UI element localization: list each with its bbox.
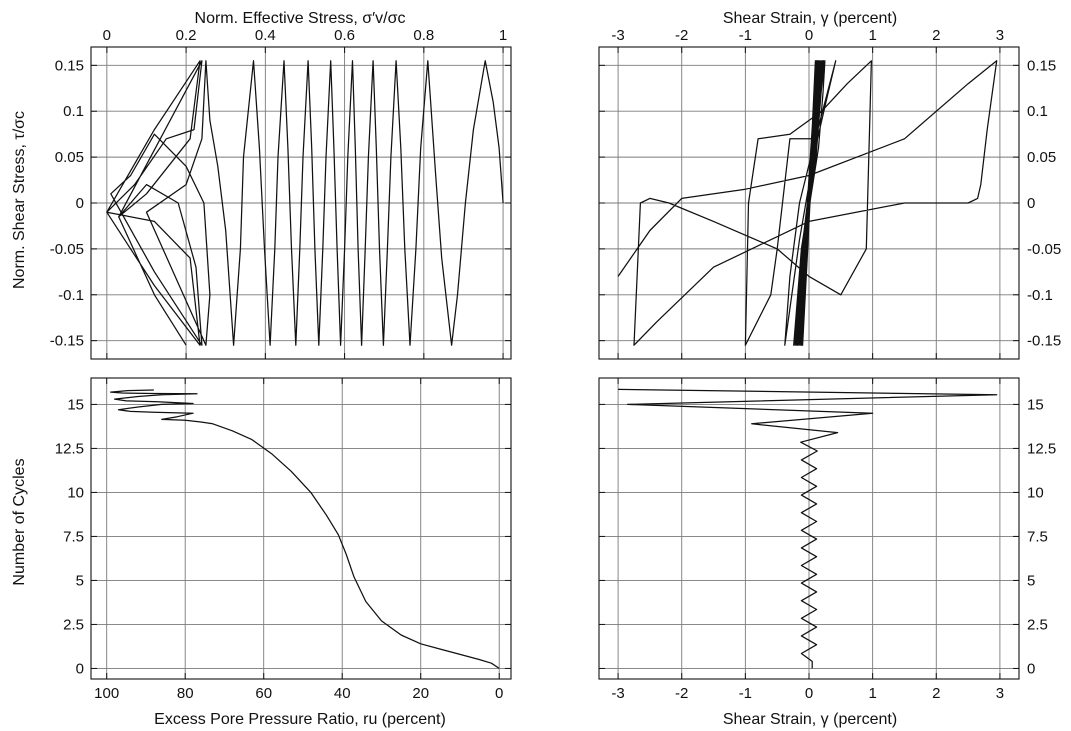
bottom-left-ylabel: Number of Cycles [11,458,28,585]
y-tick-label: -0.15 [1027,333,1061,350]
bottom-right-xlabel: Shear Strain, γ (percent) [723,711,897,728]
x-tick-label: 0 [495,685,503,702]
x-tick-label: 0.8 [413,27,434,44]
x-tick-label: -2 [675,27,688,44]
x-tick-label: 0 [103,27,111,44]
x-tick-label: 0.4 [255,27,276,44]
x-tick-label: 3 [996,685,1004,702]
y-tick-label: 15 [1027,396,1044,413]
x-tick-label: 0 [805,685,813,702]
x-tick-label: 2 [932,27,940,44]
series-line [106,60,504,346]
bottom-left-xlabel: Excess Pore Pressure Ratio, ru (percent) [154,711,446,728]
y-tick-label: 0 [76,660,84,677]
x-tick-label: 60 [255,685,272,702]
series-line [109,389,500,669]
y-tick-label: 15 [67,396,84,413]
y-tick-label: 12.5 [1027,440,1056,457]
y-tick-label: 0.05 [55,149,84,166]
series-line [617,60,998,346]
y-tick-label: 0.15 [1027,57,1056,74]
stress-strain-panel: -3 -2 -1 0 1 2 3 0.15 0.1 0.05 0 -0.05 -0.1 -0.15 [598,27,1061,360]
x-tick-label: 100 [94,685,119,702]
y-tick-label: 5 [1027,572,1035,589]
plot-frame [90,46,512,360]
y-tick-label: 0.1 [1027,103,1048,120]
y-tick-label: 0.05 [1027,149,1056,166]
y-tick-label: 10 [67,484,84,501]
x-tick-label: 1 [868,27,876,44]
x-tick-label: 1 [868,685,876,702]
y-tick-label: -0.1 [58,287,84,304]
x-tick-label: 0.6 [334,27,355,44]
y-tick-label: 0.15 [55,57,84,74]
y-tick-label: 0 [1027,195,1035,212]
x-tick-label: 3 [996,27,1004,44]
ru-vs-cycles-panel: 100 80 60 40 20 0 0 2.5 5 7.5 10 12.5 15 [55,377,512,702]
y-tick-label: -0.1 [1027,287,1053,304]
y-tick-label: 10 [1027,484,1044,501]
y-tick-label: -0.05 [1027,241,1061,258]
series-line [618,388,998,669]
strain-vs-cycles-panel: -3 -2 -1 0 1 2 3 15 12.5 10 7.5 5 2.5 0 [598,377,1056,702]
y-tick-label: 2.5 [63,616,84,633]
x-tick-label: 0 [805,27,813,44]
x-tick-label: 40 [334,685,351,702]
y-tick-label: 7.5 [63,528,84,545]
plot-frame [90,377,512,680]
y-tick-label: 0 [76,195,84,212]
x-tick-label: -3 [611,27,624,44]
x-tick-label: 2 [932,685,940,702]
x-tick-label: -2 [675,685,688,702]
y-tick-label: 12.5 [55,440,84,457]
y-tick-label: 0.1 [63,103,84,120]
y-tick-label: 0 [1027,660,1035,677]
y-tick-label: -0.05 [50,241,84,258]
top-left-xlabel: Norm. Effective Stress, σ′v/σc [195,10,406,27]
x-tick-label: -3 [611,685,624,702]
x-tick-label: 20 [412,685,429,702]
x-tick-label: -1 [739,27,752,44]
x-tick-label: 80 [177,685,194,702]
top-right-xlabel: Shear Strain, γ (percent) [723,10,897,27]
stress-path-panel: 0 0.2 0.4 0.6 0.8 1 -0.15 -0.1 -0.05 0 0.05 0.1 0.15 [50,27,512,360]
y-tick-label: 2.5 [1027,616,1048,633]
x-tick-label: -1 [739,685,752,702]
y-tick-label: -0.15 [50,333,84,350]
x-tick-label: 1 [499,27,507,44]
plot-frame [598,377,1020,680]
top-left-ylabel: Norm. Shear Stress, τ/σc [11,111,28,289]
plot-frame [598,46,1020,360]
y-tick-label: 7.5 [1027,528,1048,545]
y-tick-label: 5 [76,572,84,589]
x-tick-label: 0.2 [176,27,197,44]
